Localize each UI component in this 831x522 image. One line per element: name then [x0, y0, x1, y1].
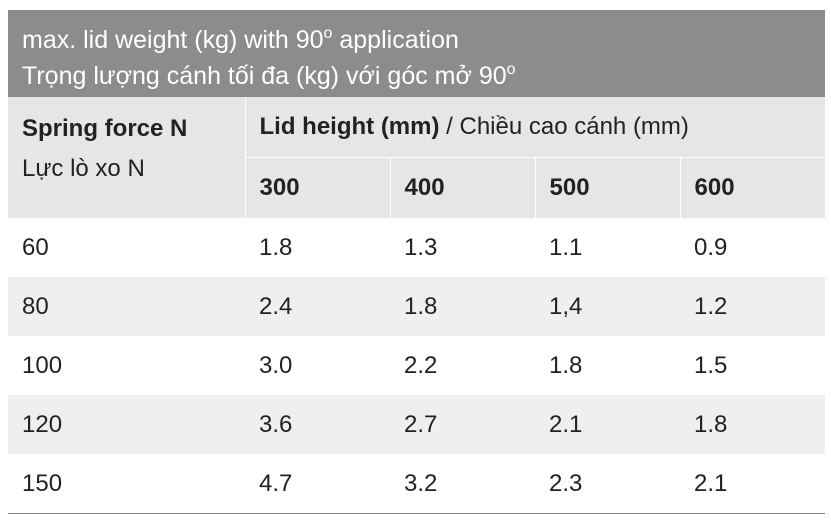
header-subtext: Lực lò xo N — [22, 155, 145, 182]
cell: 1.8 — [259, 233, 293, 261]
cell: 3.2 — [390, 454, 535, 514]
cell: 3.0 — [259, 351, 293, 379]
column-header: 300 — [244, 157, 390, 218]
cell: 1.1 — [549, 233, 583, 261]
cell: 1.8 — [390, 277, 535, 336]
table-body: Spring force N Lực lò xo N Lid height (mm… — [8, 97, 826, 514]
data-row: 120 3.6 2.7 2.1 1.8 — [8, 395, 826, 454]
cell: 0.9 — [694, 233, 728, 261]
cell: 1.2 — [680, 277, 826, 336]
header-subtext: / Chiều cao cánh (mm) — [439, 113, 689, 140]
cell: 1.3 — [404, 233, 438, 261]
cell: 2.7 — [390, 395, 535, 454]
cell: 2.2 — [404, 351, 438, 379]
cell: 1,4 — [535, 277, 680, 336]
header-row: Spring force N Lực lò xo N Lid height (mm… — [8, 97, 826, 218]
title-line: max. lid weight (kg) with 90o applicatio… — [22, 22, 825, 58]
title-text: max. lid weight (kg) with 90 — [22, 26, 324, 54]
header-row: 300 400 500 600 — [8, 157, 826, 218]
superscript: o — [506, 61, 516, 78]
header-text: Spring force N — [22, 115, 188, 142]
header-text: Lid height (mm) — [259, 113, 440, 140]
data-row: 80 2.4 1.8 1,4 1.2 — [8, 277, 826, 336]
cell: 4.7 — [245, 454, 390, 514]
column-header: 600 — [679, 157, 826, 218]
cell: 1.8 — [549, 351, 583, 379]
title-line: Trọng lượng cánh tối đa (kg) với góc mở … — [22, 58, 825, 94]
superscript: o — [323, 25, 333, 42]
data-row: 150 4.7 3.2 2.3 2.1 — [8, 454, 826, 514]
cell: 1.8 — [680, 395, 826, 454]
row-label: 80 — [8, 277, 245, 336]
column-header: 400 — [389, 157, 535, 218]
cell: 2.3 — [535, 454, 680, 514]
cell: 2.1 — [680, 454, 826, 514]
column-header: 500 — [534, 157, 680, 218]
row-label: 100 — [22, 351, 63, 379]
title-bar: max. lid weight (kg) with 90o applicatio… — [8, 10, 825, 97]
cell: 2.4 — [245, 277, 390, 336]
row-label: 120 — [8, 395, 245, 454]
cell: 3.6 — [245, 395, 390, 454]
column-group-header: Lid height (mm) / Chiều cao cánh (mm) — [244, 97, 826, 158]
row-header: Spring force N Lực lò xo N — [8, 97, 245, 218]
table: Spring force N Lực lò xo N Lid height (mm… — [8, 97, 826, 514]
data-row: 100 3.0 2.2 1.8 1.5 — [8, 336, 825, 395]
data-row: 60 1.8 1.3 1.1 0.9 — [8, 218, 825, 277]
cell: 1.5 — [694, 351, 728, 379]
cell: 2.1 — [535, 395, 680, 454]
title-text: application — [332, 26, 459, 54]
title-text: Trọng lượng cánh tối đa (kg) với góc mở … — [22, 62, 507, 90]
row-label: 150 — [8, 454, 245, 514]
row-label: 60 — [22, 233, 49, 261]
spec-table: max. lid weight (kg) with 90o applicatio… — [8, 10, 826, 514]
